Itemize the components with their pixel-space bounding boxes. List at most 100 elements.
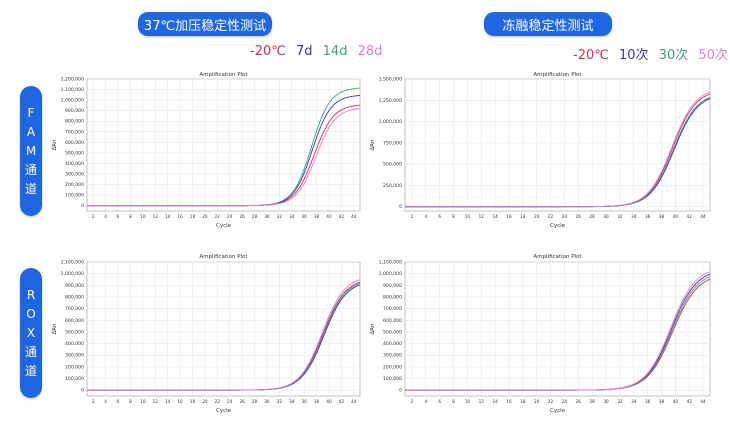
y-tick-label: 1,250,000 <box>379 98 402 104</box>
y-tick-label: 500,000 <box>65 150 84 156</box>
y-tick-label: 800,000 <box>65 294 84 300</box>
legend-item: -20℃ <box>573 48 609 63</box>
x-tick-label: 10 <box>140 214 146 219</box>
x-tick-label: 28 <box>589 214 595 219</box>
left-legend: -20℃ 7d 14d 28d <box>250 44 388 59</box>
x-tick-label: 32 <box>277 399 283 404</box>
x-tick-label: 38 <box>314 214 320 219</box>
y-tick-label: 400,000 <box>383 341 402 347</box>
x-tick-label: 32 <box>617 399 623 404</box>
x-tick-label: 2 <box>411 214 414 219</box>
y-tick-label: 1,200,000 <box>61 77 84 83</box>
y-tick-label: 400,000 <box>65 161 84 167</box>
x-tick-label: 8 <box>452 214 455 219</box>
y-tick-label: 500,000 <box>383 162 402 168</box>
y-tick-label: 0 <box>399 388 402 394</box>
y-tick-label: 700,000 <box>383 306 402 312</box>
x-tick-label: 38 <box>314 399 320 404</box>
plot-frame <box>404 78 711 212</box>
x-tick-label: 28 <box>252 214 258 219</box>
series-line <box>87 279 361 391</box>
x-tick-label: 4 <box>104 214 107 219</box>
x-tick-label: 22 <box>548 399 554 404</box>
x-tick-label: 12 <box>153 399 159 404</box>
x-tick-label: 44 <box>700 399 706 404</box>
y-tick-label: 1,100,000 <box>61 260 84 266</box>
y-tick-label: 1,100,000 <box>379 260 402 266</box>
chart-title: Amplification Plot <box>199 72 248 78</box>
x-tick-label: 24 <box>227 214 233 219</box>
series-line <box>87 108 361 207</box>
x-tick-label: 26 <box>576 214 582 219</box>
row-label-char: 通 <box>24 162 37 177</box>
x-tick-label: 2 <box>411 399 414 404</box>
y-tick-label: 500,000 <box>65 329 84 335</box>
x-tick-label: 18 <box>520 399 526 404</box>
x-tick-label: 24 <box>227 399 233 404</box>
row-label-char: X <box>26 325 36 340</box>
x-tick-label: 4 <box>424 214 427 219</box>
y-tick-label: 200,000 <box>65 182 84 188</box>
y-tick-label: 500,000 <box>383 329 402 335</box>
x-tick-label: 18 <box>190 214 196 219</box>
x-tick-label: 28 <box>589 399 595 404</box>
legend-item: 7d <box>295 44 313 59</box>
y-tick-label: 700,000 <box>65 306 84 312</box>
x-tick-label: 6 <box>438 214 441 219</box>
row-label-char: A <box>26 124 36 139</box>
row-label-char: M <box>25 143 37 158</box>
x-tick-label: 10 <box>465 399 471 404</box>
x-tick-label: 2 <box>92 399 95 404</box>
chart-title: Amplification Plot <box>533 254 582 260</box>
y-axis-label: ΔRn <box>52 139 58 151</box>
y-tick-label: 300,000 <box>65 353 84 359</box>
x-tick-label: 36 <box>645 399 651 404</box>
x-axis-label: Cycle <box>550 223 566 229</box>
x-tick-label: 34 <box>289 399 295 404</box>
x-tick-label: 14 <box>492 214 498 219</box>
plot-frame <box>404 261 711 397</box>
row-label-char: 通 <box>24 344 37 359</box>
legend-item: 28d <box>357 44 383 59</box>
y-tick-label: 1,000,000 <box>379 271 402 277</box>
x-tick-label: 20 <box>534 214 540 219</box>
x-tick-label: 6 <box>117 399 120 404</box>
x-tick-label: 36 <box>301 214 307 219</box>
y-tick-label: 0 <box>81 203 84 209</box>
x-tick-label: 44 <box>351 399 357 404</box>
row-label-fam: F A M 通 道 <box>20 86 42 216</box>
y-axis-label: ΔRn <box>370 139 376 151</box>
x-tick-label: 38 <box>659 399 665 404</box>
x-tick-label: 30 <box>603 214 609 219</box>
x-tick-label: 16 <box>506 214 512 219</box>
y-tick-label: 0 <box>399 204 402 210</box>
x-tick-label: 4 <box>424 399 427 404</box>
legend-item: -20℃ <box>250 44 286 59</box>
x-tick-label: 8 <box>452 399 455 404</box>
row-label-char: 道 <box>24 181 37 196</box>
series-line <box>405 271 711 391</box>
x-tick-label: 16 <box>177 399 183 404</box>
x-tick-label: 8 <box>129 214 132 219</box>
x-tick-label: 24 <box>562 399 568 404</box>
right-legend: -20℃ 10次 30次 50次 <box>573 44 730 63</box>
x-tick-label: 20 <box>202 399 208 404</box>
x-tick-label: 40 <box>673 214 679 219</box>
legend-item: 50次 <box>698 48 728 63</box>
y-axis-label: ΔRn <box>52 323 58 335</box>
x-tick-label: 44 <box>351 214 357 219</box>
x-tick-label: 14 <box>165 399 171 404</box>
x-tick-label: 34 <box>631 399 637 404</box>
y-tick-label: 1,000,000 <box>61 271 84 277</box>
right-section-title: 冻融稳定性测试 <box>484 12 612 36</box>
x-axis-label: Cycle <box>550 408 566 414</box>
y-tick-label: 250,000 <box>383 183 402 189</box>
y-tick-label: 1,100,000 <box>61 87 84 93</box>
plot-frame <box>86 261 361 397</box>
x-tick-label: 30 <box>264 399 270 404</box>
y-tick-label: 100,000 <box>65 376 84 382</box>
x-tick-label: 4 <box>104 399 107 404</box>
row-label-char: R <box>26 287 36 302</box>
